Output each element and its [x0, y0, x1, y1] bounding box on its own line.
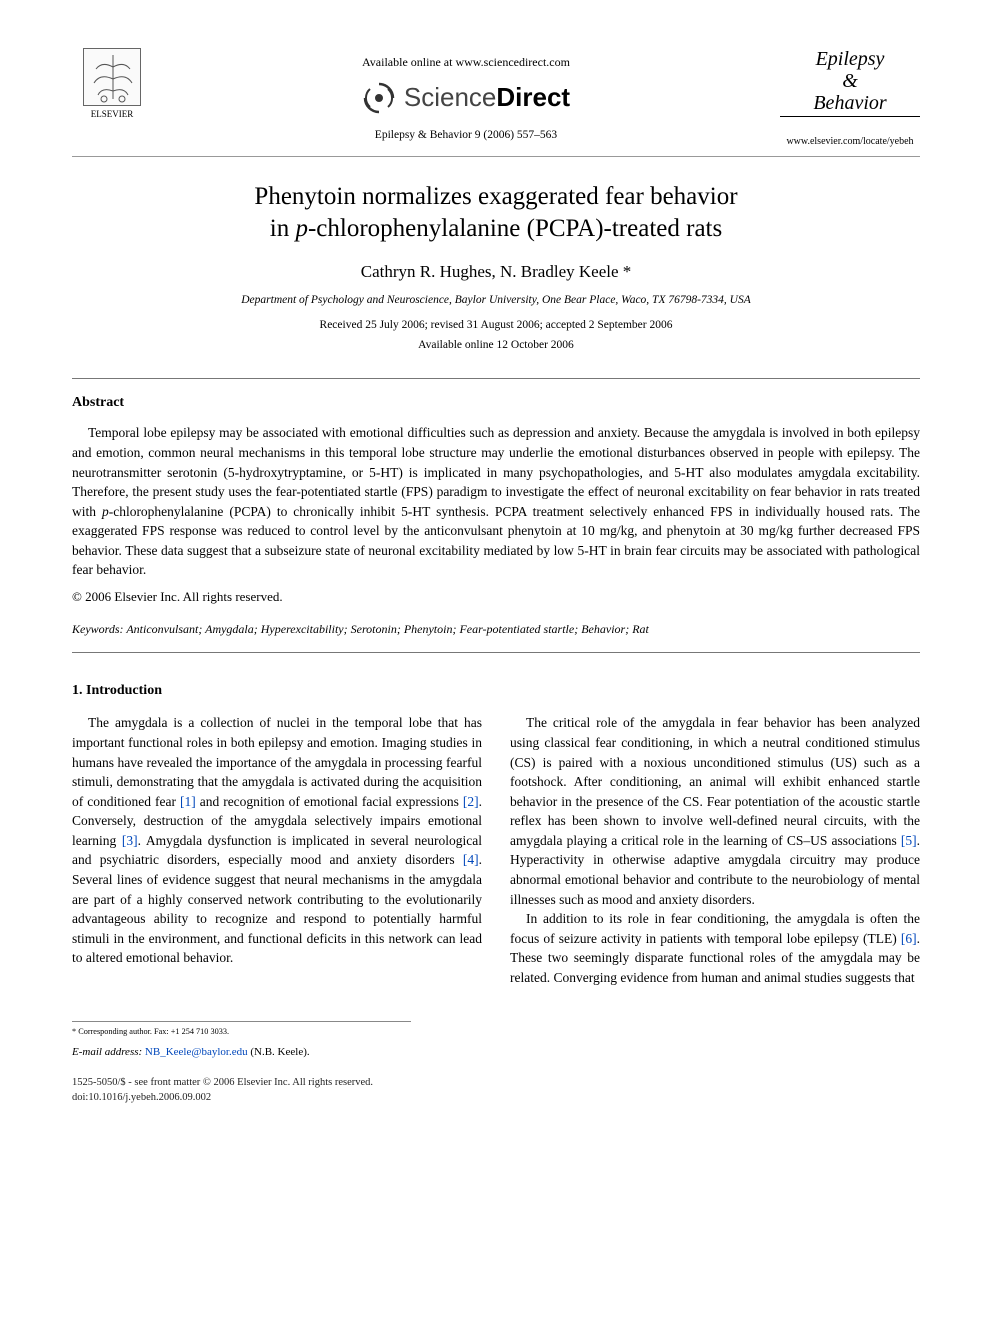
corresponding-author-footnote: * Corresponding author. Fax: +1 254 710 … [72, 1021, 411, 1061]
citation-link[interactable]: [4] [463, 852, 479, 867]
keywords-label: Keywords: [72, 622, 124, 636]
sciencedirect-logo: ScienceDirect [152, 79, 780, 117]
article-dates: Received 25 July 2006; revised 31 August… [72, 317, 920, 334]
abstract-copyright: © 2006 Elsevier Inc. All rights reserved… [72, 588, 920, 607]
intro-paragraph-3: In addition to its role in fear conditio… [510, 909, 920, 987]
intro-paragraph-1: The amygdala is a collection of nuclei i… [72, 713, 482, 967]
elsevier-tree-icon [83, 48, 141, 106]
citation-link[interactable]: [6] [901, 931, 917, 946]
header-center: Available online at www.sciencedirect.co… [152, 48, 780, 144]
footer-copyright: 1525-5050/$ - see front matter © 2006 El… [72, 1075, 920, 1105]
email-link[interactable]: NB_Keele@baylor.edu [145, 1046, 248, 1058]
journal-header: ELSEVIER Available online at www.science… [72, 48, 920, 157]
abstract-heading: Abstract [72, 393, 920, 413]
keywords-text: Anticonvulsant; Amygdala; Hyperexcitabil… [124, 622, 649, 636]
journal-reference: Epilepsy & Behavior 9 (2006) 557–563 [152, 127, 780, 144]
journal-url[interactable]: www.elsevier.com/locate/yebeh [780, 135, 920, 150]
available-online-date: Available online 12 October 2006 [72, 337, 920, 354]
journal-title: Epilepsy & Behavior [780, 48, 920, 117]
citation-link[interactable]: [1] [180, 794, 196, 809]
keywords: Keywords: Anticonvulsant; Amygdala; Hype… [72, 621, 920, 638]
elsevier-label: ELSEVIER [72, 108, 152, 121]
email-line: E-mail address: NB_Keele@baylor.edu (N.B… [72, 1045, 411, 1061]
section-divider [72, 378, 920, 379]
section-divider [72, 652, 920, 653]
elsevier-logo: ELSEVIER [72, 48, 152, 121]
journal-title-box: Epilepsy & Behavior www.elsevier.com/loc… [780, 48, 920, 150]
abstract-body: Temporal lobe epilepsy may be associated… [72, 423, 920, 580]
available-online-text: Available online at www.sciencedirect.co… [152, 54, 780, 71]
section-heading-intro: 1. Introduction [72, 681, 920, 701]
affiliation: Department of Psychology and Neuroscienc… [72, 292, 920, 309]
citation-link[interactable]: [2] [463, 794, 479, 809]
intro-paragraph-2: The critical role of the amygdala in fea… [510, 713, 920, 909]
citation-link[interactable]: [3] [122, 833, 138, 848]
authors: Cathryn R. Hughes, N. Bradley Keele * [72, 260, 920, 285]
corresponding-author: * Corresponding author. Fax: +1 254 710 … [72, 1026, 411, 1045]
body-columns: The amygdala is a collection of nuclei i… [72, 713, 920, 987]
article-title: Phenytoin normalizes exaggerated fear be… [72, 181, 920, 246]
sciencedirect-wordmark: ScienceDirect [404, 79, 570, 117]
sciencedirect-swirl-icon [362, 81, 396, 115]
citation-link[interactable]: [5] [901, 833, 917, 848]
